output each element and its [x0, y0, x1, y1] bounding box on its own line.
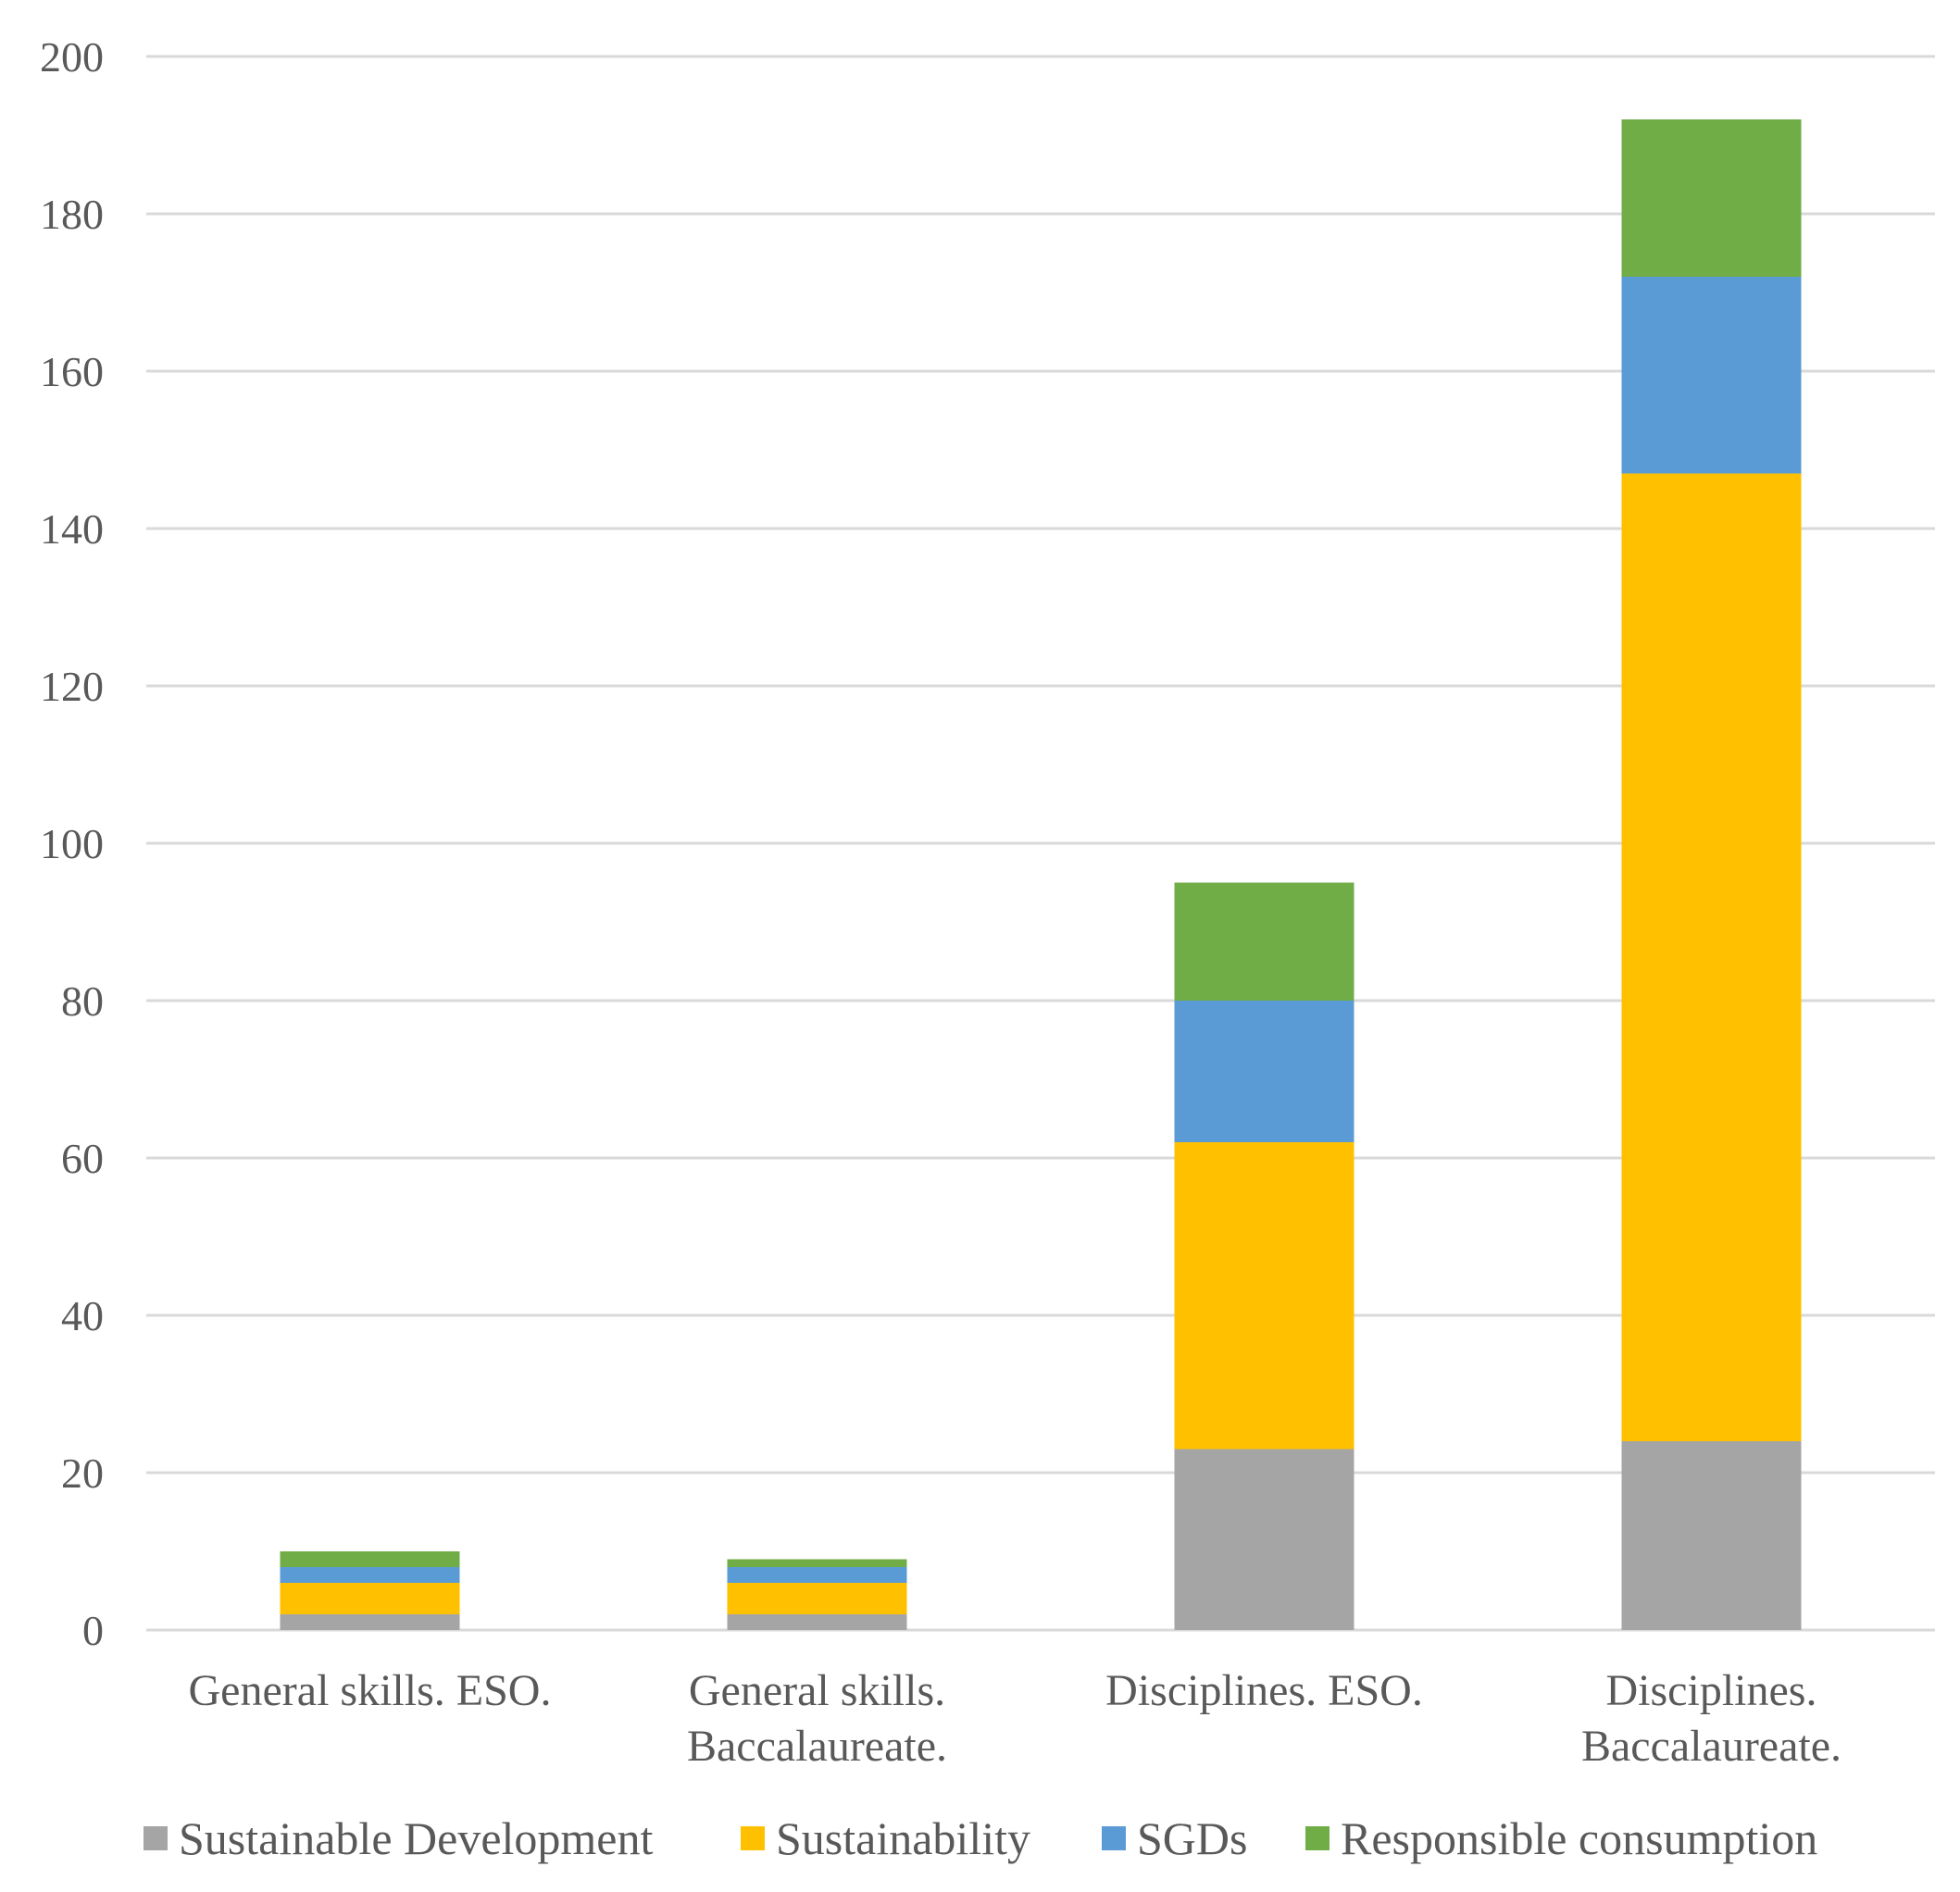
legend-label: SGDs: [1137, 1812, 1247, 1864]
bar-segment-sgds: [280, 1567, 460, 1583]
bar-segment-sgds: [1621, 277, 1802, 474]
bar-segment-sgds: [727, 1567, 907, 1583]
bar-stack-4: [1621, 119, 1802, 1630]
bar-stack-2: [727, 1559, 907, 1630]
legend-item-sustainable-development: Sustainable Development: [144, 1812, 653, 1864]
bar-segment-sustainable-development: [727, 1614, 907, 1630]
bar-segment-sgds: [1174, 1001, 1355, 1142]
bar-segment-sustainability: [1174, 1142, 1355, 1450]
bar-segment-responsible-consumption: [1621, 119, 1802, 277]
legend-label: Sustainability: [776, 1812, 1030, 1864]
y-tick-label: 20: [61, 1450, 104, 1497]
x-category-label: Disciplines. ESO.: [1105, 1666, 1423, 1715]
x-category-label: Baccalaureate.: [1581, 1722, 1841, 1771]
y-tick-label: 60: [61, 1135, 104, 1182]
y-tick-label: 140: [40, 505, 104, 553]
x-category-label: Disciplines.: [1606, 1666, 1817, 1715]
legend-swatch: [1102, 1826, 1126, 1850]
bar-segment-responsible-consumption: [1174, 882, 1355, 1001]
bar-stack-3: [1174, 882, 1355, 1630]
y-tick-label: 0: [82, 1607, 104, 1654]
x-category-label: General skills.: [689, 1666, 945, 1715]
legend-item-sgds: SGDs: [1102, 1812, 1247, 1864]
y-tick-label: 200: [40, 33, 104, 81]
legend-swatch: [741, 1826, 765, 1850]
legend-label: Responsible consumption: [1341, 1812, 1817, 1864]
y-axis-tick-labels: 0 20 40 60 80 100 120 140 160 180 200: [40, 33, 104, 1654]
legend-item-responsible-consumption: Responsible consumption: [1305, 1812, 1817, 1864]
bar-segment-responsible-consumption: [727, 1559, 907, 1567]
legend-item-sustainability: Sustainability: [741, 1812, 1030, 1864]
bar-segment-sustainability: [727, 1583, 907, 1614]
legend-label: Sustainable Development: [179, 1812, 653, 1864]
x-category-label: General skills. ESO.: [189, 1666, 552, 1715]
bar-segment-sustainable-development: [1174, 1449, 1355, 1630]
y-tick-label: 100: [40, 820, 104, 867]
y-tick-label: 160: [40, 348, 104, 395]
legend-swatch: [144, 1826, 168, 1850]
bar-segment-sustainable-development: [280, 1614, 460, 1630]
y-tick-label: 80: [61, 977, 104, 1025]
bar-segment-sustainability: [1621, 473, 1802, 1441]
bar-segment-sustainability: [280, 1583, 460, 1614]
x-axis-category-labels: General skills. ESO. General skills. Bacca…: [189, 1666, 1842, 1771]
bars: [280, 119, 1802, 1630]
y-tick-label: 180: [40, 191, 104, 238]
y-tick-label: 120: [40, 663, 104, 710]
legend: Sustainable Development Sustainability SGD…: [144, 1812, 1817, 1864]
bar-segment-responsible-consumption: [280, 1551, 460, 1567]
y-tick-label: 40: [61, 1292, 104, 1339]
legend-swatch: [1305, 1826, 1330, 1850]
bar-stack-1: [280, 1551, 460, 1630]
x-category-label: Baccalaureate.: [687, 1722, 947, 1771]
bar-segment-sustainable-development: [1621, 1441, 1802, 1630]
